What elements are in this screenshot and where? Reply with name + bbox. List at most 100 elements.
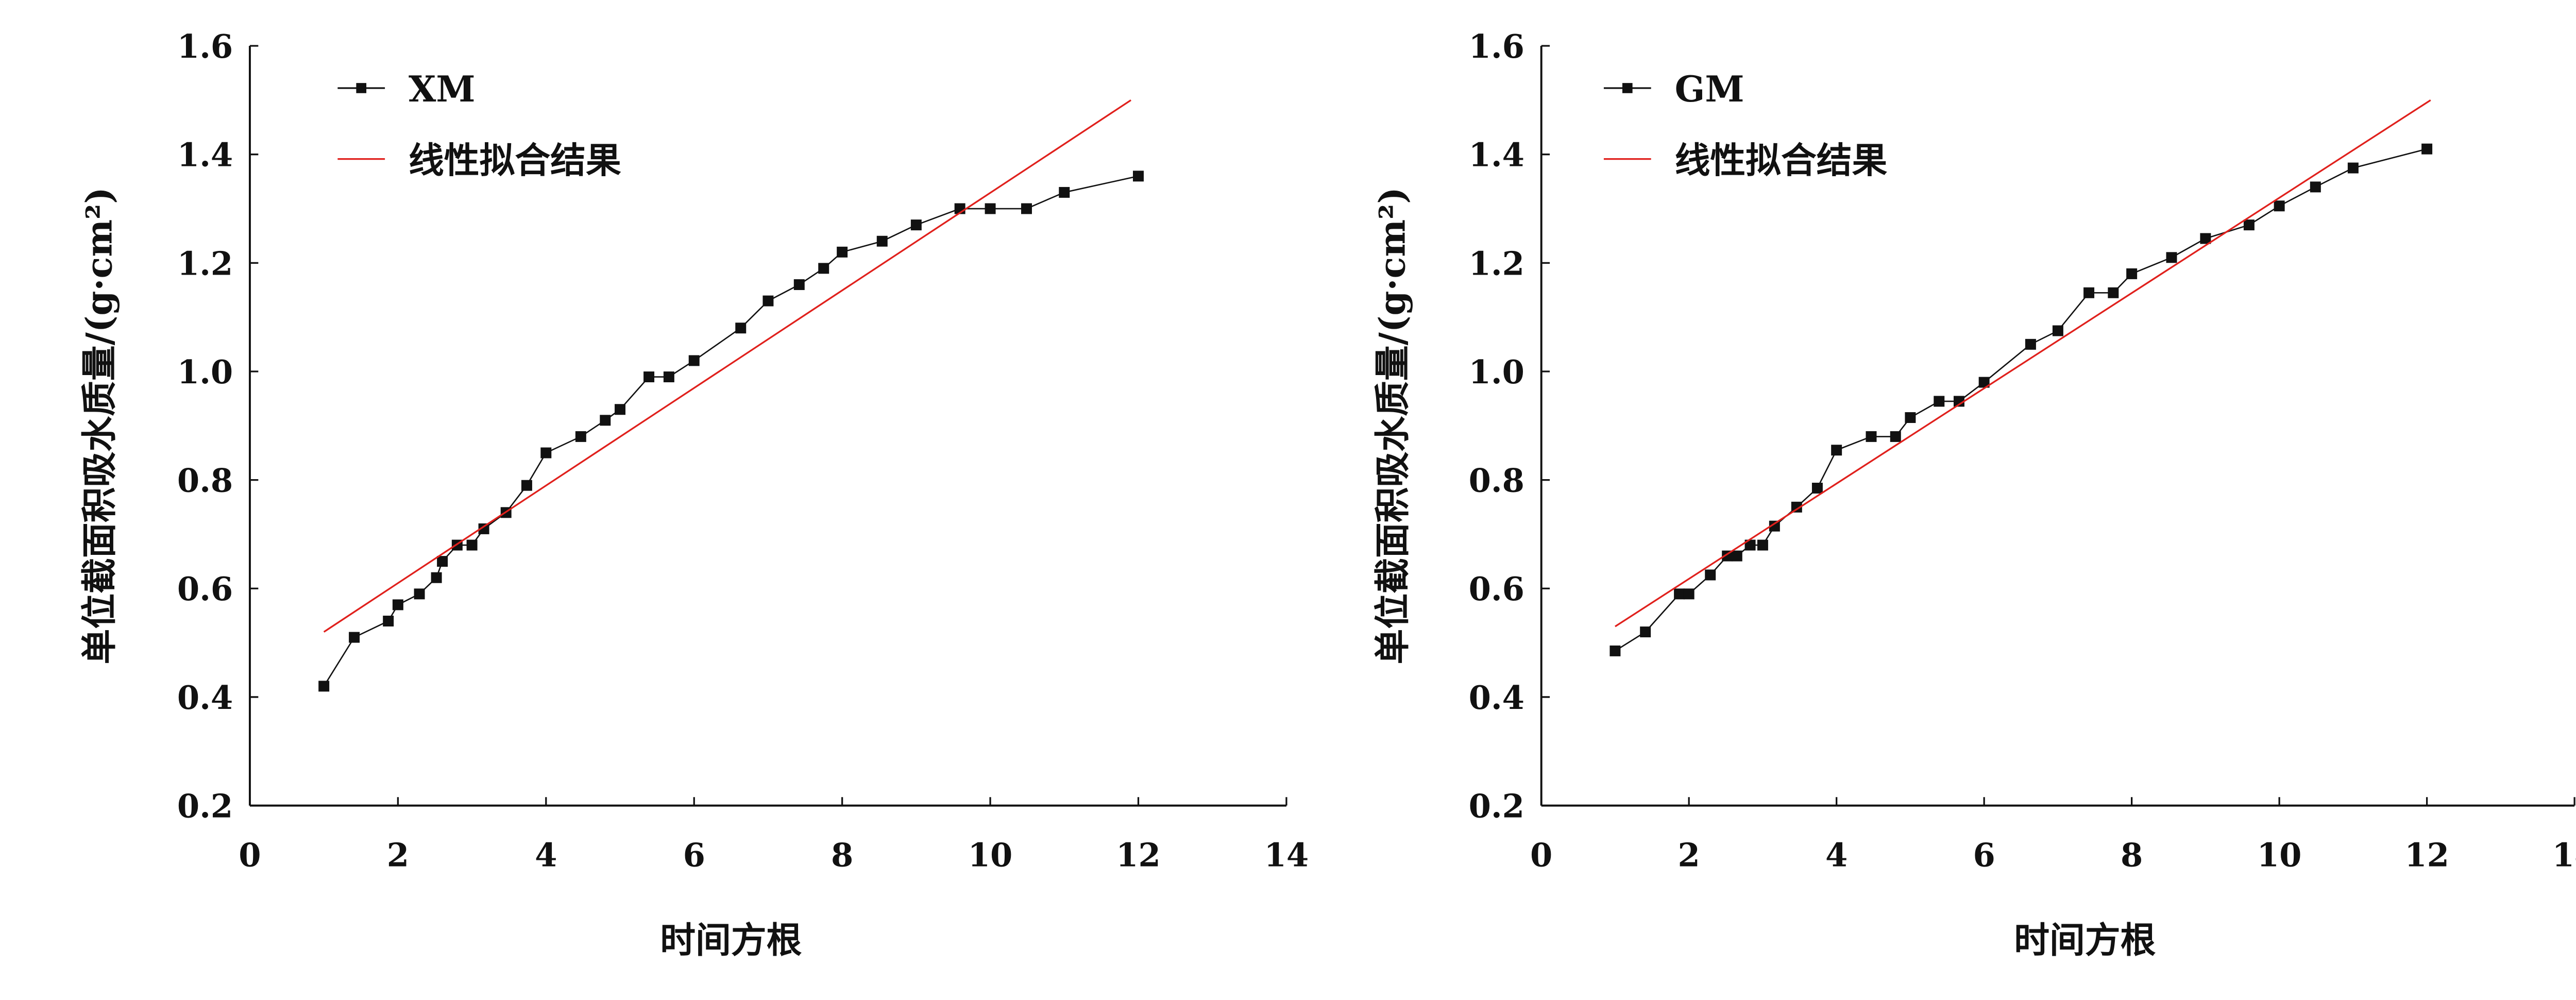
fit-line bbox=[1615, 99, 2431, 628]
x-tick-label: 2 bbox=[1678, 837, 1700, 874]
data-point bbox=[818, 263, 829, 274]
x-tick-label: 14 bbox=[1264, 837, 1309, 874]
y-tick-label: 0.2 bbox=[1469, 788, 1524, 825]
x-tick-label: 6 bbox=[683, 837, 705, 874]
data-point bbox=[1731, 550, 1742, 562]
data-point bbox=[431, 572, 442, 583]
legend-label: XM bbox=[409, 69, 476, 110]
data-point bbox=[478, 523, 489, 534]
data-point bbox=[2421, 143, 2433, 155]
legend-label: 线性拟合结果 bbox=[1675, 140, 1888, 181]
data-point bbox=[1866, 431, 1877, 442]
x-tick-label: 2 bbox=[387, 837, 409, 874]
data-point bbox=[2274, 200, 2285, 212]
data-point bbox=[762, 295, 774, 307]
data-point bbox=[643, 371, 655, 383]
data-point bbox=[2310, 181, 2321, 193]
x-tick-label: 4 bbox=[1825, 837, 1848, 874]
y-tick-label: 0.6 bbox=[1469, 570, 1524, 608]
y-tick-label: 1.6 bbox=[1469, 28, 1524, 65]
data-point bbox=[1978, 377, 1990, 388]
data-point bbox=[1905, 412, 1916, 423]
y-tick-label: 1.6 bbox=[177, 28, 233, 65]
y-tick-label: 0.2 bbox=[177, 788, 233, 825]
legend-label: 线性拟合结果 bbox=[409, 140, 621, 181]
y-tick-label: 1.0 bbox=[1469, 353, 1524, 391]
legend-swatch-marker bbox=[356, 83, 367, 93]
y-tick-label: 1.2 bbox=[177, 245, 233, 282]
data-point bbox=[735, 323, 747, 334]
x-tick-label: 4 bbox=[535, 837, 557, 874]
y-axis-label: 单位截面积吸水质量/(g·cm²) bbox=[78, 187, 120, 664]
data-point bbox=[1683, 588, 1694, 600]
data-point bbox=[2200, 233, 2211, 244]
data-point bbox=[985, 203, 996, 214]
data-point bbox=[1133, 171, 1144, 182]
y-tick-label: 0.6 bbox=[177, 570, 233, 608]
data-point bbox=[2243, 219, 2255, 231]
data-point bbox=[1811, 482, 1823, 494]
data-point bbox=[910, 219, 922, 231]
fit-line bbox=[323, 99, 1132, 633]
data-point bbox=[2052, 325, 2063, 336]
data-line bbox=[323, 175, 1139, 687]
y-tick-label: 1.4 bbox=[177, 137, 233, 174]
data-point bbox=[2025, 338, 2036, 350]
x-tick-label: 0 bbox=[239, 837, 261, 874]
chart-gm: 单位截面积吸水质量/(g·cm²) 时间方根 0.2 0.4 0.6 0.8 1.0 1.… bbox=[1371, 28, 2576, 961]
data-point bbox=[1934, 396, 1945, 407]
data-point bbox=[318, 681, 330, 692]
x-axis-label: 时间方根 bbox=[2014, 920, 2156, 961]
data-point bbox=[2126, 268, 2138, 279]
data-point bbox=[1791, 501, 1802, 513]
legend-swatch-marker bbox=[1622, 83, 1633, 93]
data-point bbox=[1609, 645, 1621, 656]
data-point bbox=[1674, 588, 1685, 600]
data-point bbox=[793, 279, 805, 290]
data-line bbox=[1615, 148, 2427, 652]
data-point bbox=[688, 355, 700, 366]
data-point bbox=[521, 480, 532, 491]
y-tick-label: 0.4 bbox=[177, 679, 233, 717]
data-point bbox=[600, 415, 611, 426]
data-point bbox=[414, 588, 425, 600]
x-axis-label: 时间方根 bbox=[660, 920, 802, 961]
data-point bbox=[437, 556, 448, 567]
data-point bbox=[383, 616, 394, 626]
y-tick-label: 1.4 bbox=[1469, 137, 1524, 174]
data-point bbox=[1769, 520, 1780, 532]
data-point bbox=[876, 235, 888, 247]
x-tick-label: 14 bbox=[2552, 837, 2576, 874]
data-point bbox=[837, 246, 848, 258]
data-point bbox=[615, 404, 626, 415]
data-point bbox=[1705, 569, 1716, 581]
data-point bbox=[1831, 445, 1842, 456]
data-point bbox=[575, 431, 586, 442]
data-point bbox=[540, 447, 552, 459]
y-tick-label: 0.8 bbox=[1469, 462, 1524, 500]
data-point bbox=[1059, 187, 1070, 198]
y-tick-label: 0.8 bbox=[177, 462, 233, 500]
y-tick-label: 0.4 bbox=[1469, 679, 1524, 717]
data-point bbox=[466, 539, 478, 551]
x-tick-label: 12 bbox=[1116, 837, 1161, 874]
chart-xm: 单位截面积吸水质量/(g·cm²) 时间方根 0.2 0.4 0.6 0.8 1.0 1.… bbox=[78, 28, 1309, 961]
y-axis-label: 单位截面积吸水质量/(g·cm²) bbox=[1371, 187, 1413, 664]
data-point bbox=[2166, 252, 2177, 263]
x-tick-label: 10 bbox=[2257, 837, 2302, 874]
data-point bbox=[2083, 287, 2095, 298]
data-point bbox=[1890, 431, 1901, 442]
data-point bbox=[1953, 396, 1964, 407]
x-tick-label: 6 bbox=[1973, 837, 1995, 874]
x-tick-label: 12 bbox=[2404, 837, 2449, 874]
data-point bbox=[1757, 539, 1768, 551]
y-tick-label: 1.0 bbox=[177, 353, 233, 391]
data-point bbox=[349, 632, 360, 643]
data-point bbox=[392, 599, 403, 611]
data-point bbox=[2347, 162, 2359, 174]
data-point bbox=[663, 371, 674, 383]
x-tick-label: 10 bbox=[968, 837, 1013, 874]
data-point bbox=[2108, 287, 2119, 298]
x-tick-label: 8 bbox=[2121, 837, 2143, 874]
